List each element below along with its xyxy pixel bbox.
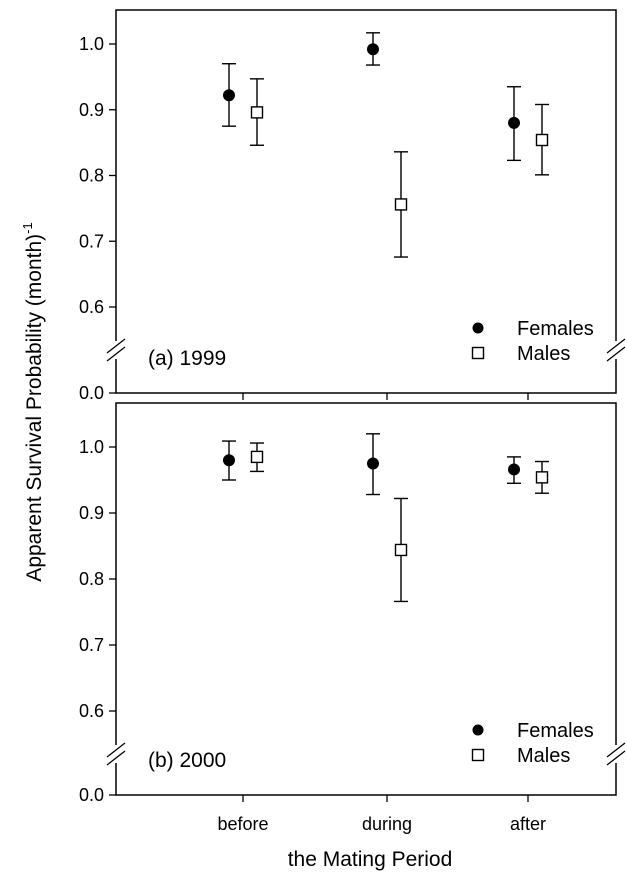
y-axis-break-mark-left: [106, 338, 126, 354]
panel-2000: 0.0 0.6 0.7 0.8 0.9 1.0 before during after Femal…: [79, 402, 626, 834]
y-tick-label: 0.0: [79, 383, 104, 403]
point-males-before: [250, 106, 264, 119]
axis-break-gap: [606, 341, 626, 359]
point-males-before: [250, 450, 264, 464]
point-females-before: [223, 454, 235, 467]
x-tick-label-during: during: [362, 814, 412, 834]
y-tick-label: 0.7: [79, 635, 104, 655]
y-tick-label: 0.7: [79, 231, 104, 251]
y-tick-label: 0.6: [79, 297, 104, 317]
y-axis-label: Apparent Survival Probability (month)-1: [20, 222, 46, 581]
x-tick-label-before: before: [217, 814, 268, 834]
y-axis-break-mark-right: [606, 750, 626, 766]
point-females-after: [508, 116, 520, 129]
plot-frame: [115, 9, 617, 394]
y-axis-break-mark-right: [606, 346, 626, 362]
legend: Females Males: [471, 318, 594, 365]
y-axis-break-mark-right: [606, 338, 626, 354]
point-females-before: [223, 89, 235, 102]
point-females-after: [508, 463, 520, 476]
y-tick-label: 0.8: [79, 166, 104, 186]
y-tick-label: 1.0: [79, 437, 104, 457]
y-tick-label: 0.8: [79, 569, 104, 589]
point-males-during: [394, 543, 408, 557]
legend-marker-females: [472, 322, 484, 334]
y-axis-break-mark-left: [106, 346, 126, 362]
panel-label: (b) 2000: [148, 749, 226, 772]
y-tick-label: 0.9: [79, 503, 104, 523]
legend-label-males: Males: [517, 343, 570, 365]
point-females-during: [367, 457, 379, 470]
panel-1999: 0.0 0.6 0.7 0.8 0.9 1.0 Females Males (a) 1999: [79, 9, 626, 403]
y-tick-label: 1.0: [79, 34, 104, 54]
legend-label-females: Females: [517, 318, 594, 340]
y-axis-label-exponent: -1: [20, 222, 35, 234]
point-males-after: [535, 133, 549, 147]
legend: Females Males: [471, 720, 594, 767]
legend-marker-males: [471, 346, 485, 360]
legend-label-males: Males: [517, 745, 570, 767]
legend-marker-females: [472, 724, 484, 736]
y-axis-break-mark-left: [106, 742, 126, 758]
point-males-after: [535, 471, 549, 484]
y-tick-label: 0.6: [79, 701, 104, 721]
y-tick-label: 0.0: [79, 785, 104, 805]
axis-break-gap: [106, 745, 126, 763]
x-tick-label-after: after: [510, 814, 546, 834]
point-females-during: [367, 43, 379, 56]
panel-label: (a) 1999: [148, 347, 226, 370]
legend-label-females: Females: [517, 720, 594, 742]
point-males-during: [394, 198, 408, 211]
axis-break-gap: [106, 341, 126, 359]
y-tick-label: 0.9: [79, 100, 104, 120]
x-axis-label: the Mating Period: [288, 848, 453, 871]
axis-break-gap: [606, 745, 626, 763]
plot-frame: [115, 402, 617, 796]
y-axis-break-mark-right: [606, 742, 626, 758]
y-axis-break-mark-left: [106, 750, 126, 766]
legend-marker-males: [471, 748, 485, 762]
